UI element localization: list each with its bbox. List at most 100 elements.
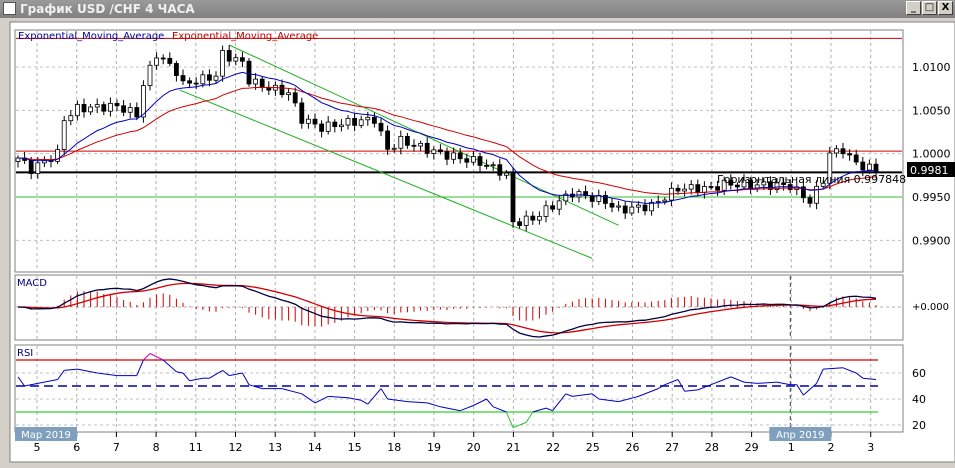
rsi-line-segment bbox=[823, 367, 844, 370]
rsi-line-segment bbox=[328, 395, 349, 399]
candle-bearish bbox=[206, 74, 212, 81]
window-title-bar[interactable]: График USD /CHF 4 ЧАСА _ □ X bbox=[0, 0, 955, 18]
minimize-button[interactable]: _ bbox=[906, 1, 921, 15]
candle-bearish bbox=[768, 181, 773, 190]
legend-ema-red: Exponential_Moving_Average bbox=[172, 31, 318, 42]
candle-bullish bbox=[345, 117, 351, 126]
month-label: Мар 2019 bbox=[21, 430, 71, 441]
candle-bullish bbox=[820, 182, 826, 187]
rsi-line-segment bbox=[862, 377, 877, 380]
close-button[interactable]: X bbox=[938, 1, 953, 15]
candle-bearish bbox=[477, 156, 483, 166]
candle-bearish bbox=[279, 84, 285, 96]
candle-bullish bbox=[814, 185, 819, 204]
candle-bullish bbox=[636, 204, 641, 208]
rsi-line-segment bbox=[241, 372, 250, 385]
x-tick-label: 20 bbox=[467, 441, 481, 454]
ema-blue-line bbox=[17, 71, 877, 204]
candle-bearish bbox=[517, 221, 522, 226]
rsi-line-segment bbox=[743, 381, 758, 384]
rsi-line-segment bbox=[664, 379, 679, 386]
candle-bearish bbox=[319, 123, 325, 132]
rsi-line-segment bbox=[281, 388, 302, 395]
rsi-line-segment bbox=[552, 393, 567, 412]
x-tick-label: 12 bbox=[229, 441, 243, 454]
rsi-line-segment bbox=[512, 421, 527, 429]
rsi-line-segment bbox=[143, 353, 151, 361]
candle-bearish bbox=[748, 179, 753, 189]
candle-bearish bbox=[550, 205, 555, 210]
chart-frame bbox=[9, 21, 955, 463]
candle-bullish bbox=[867, 163, 872, 171]
candle-bullish bbox=[358, 119, 364, 126]
candle-bearish bbox=[259, 78, 265, 88]
rsi-line-segment bbox=[618, 395, 639, 403]
candle-bullish bbox=[61, 120, 67, 150]
candle-bullish bbox=[702, 186, 707, 193]
rsi-line-segment bbox=[248, 384, 263, 390]
candle-bullish bbox=[305, 118, 311, 124]
rsi-line-segment bbox=[37, 379, 58, 384]
candle-bullish bbox=[503, 172, 509, 176]
rsi-line-segment bbox=[776, 381, 791, 386]
x-tick-label: 13 bbox=[268, 441, 282, 454]
rsi-line-segment bbox=[149, 353, 164, 361]
candle-bearish bbox=[715, 186, 720, 191]
candle-bearish bbox=[873, 163, 879, 173]
candle-bearish bbox=[332, 121, 338, 128]
candle-bearish bbox=[695, 184, 701, 193]
month-label-box bbox=[15, 427, 77, 441]
rsi-line-segment bbox=[136, 359, 144, 376]
candle-bearish bbox=[411, 144, 417, 147]
rsi-line-segment bbox=[162, 359, 177, 373]
maximize-button[interactable]: □ bbox=[922, 1, 937, 15]
x-tick-label: 27 bbox=[665, 441, 679, 454]
candle-bearish bbox=[735, 184, 740, 188]
candle-bearish bbox=[226, 50, 232, 62]
candle-bullish bbox=[75, 104, 80, 117]
candle-bullish bbox=[140, 85, 146, 118]
candle-bullish bbox=[338, 124, 344, 128]
candle-bearish bbox=[583, 191, 588, 197]
rsi-line-segment bbox=[803, 383, 817, 396]
rsi-line-segment bbox=[493, 406, 507, 413]
candle-bearish bbox=[622, 205, 628, 214]
candle-bullish bbox=[470, 156, 476, 163]
candle-bullish bbox=[688, 184, 694, 190]
candle-bearish bbox=[437, 149, 443, 153]
rsi-line-segment bbox=[796, 384, 804, 396]
x-tick-label: 22 bbox=[546, 441, 560, 454]
candle-bearish bbox=[246, 60, 252, 85]
candle-bullish bbox=[543, 205, 549, 217]
x-tick-label: 8 bbox=[153, 441, 160, 454]
candle-bullish bbox=[431, 149, 437, 154]
rsi-line-segment bbox=[816, 368, 824, 384]
x-tick-label: 14 bbox=[308, 441, 322, 454]
price-tick-label: 1.0000 bbox=[912, 148, 951, 161]
rsi-line-segment bbox=[697, 384, 712, 391]
candle-bearish bbox=[853, 154, 859, 163]
candle-bullish bbox=[563, 193, 569, 202]
rsi-line-segment bbox=[486, 398, 494, 408]
rsi-panel bbox=[14, 344, 904, 433]
rsi-label: RSI bbox=[17, 348, 33, 359]
candle-bearish bbox=[160, 57, 166, 60]
candle-bullish bbox=[88, 106, 93, 113]
candle-bearish bbox=[860, 161, 866, 171]
candle-bearish bbox=[457, 152, 463, 160]
candle-bearish bbox=[840, 148, 846, 155]
candle-bearish bbox=[385, 130, 391, 150]
candle-bullish bbox=[576, 191, 582, 198]
rsi-line-segment bbox=[64, 368, 78, 371]
x-tick-label: 18 bbox=[387, 441, 401, 454]
rsi-line-segment bbox=[427, 402, 441, 408]
candle-bullish bbox=[761, 181, 767, 186]
candle-bullish bbox=[94, 104, 100, 108]
rsi-line-segment bbox=[301, 393, 316, 404]
candle-bearish bbox=[167, 57, 173, 64]
rsi-line-segment bbox=[572, 393, 593, 397]
candle-bearish bbox=[728, 179, 734, 186]
candle-bearish bbox=[299, 102, 305, 124]
rsi-line-segment bbox=[77, 368, 98, 374]
